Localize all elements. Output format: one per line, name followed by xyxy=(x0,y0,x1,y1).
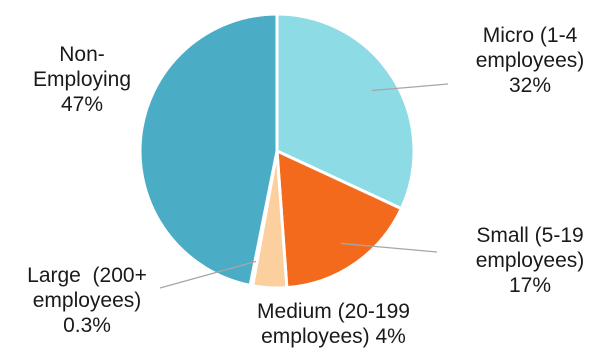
label-small-value: 17% xyxy=(508,274,552,297)
leader-line-small xyxy=(340,242,438,253)
pie-slices xyxy=(138,12,416,290)
leader-line-micro xyxy=(371,83,449,92)
label-large: Large (200+ employees) 0.3% xyxy=(2,263,172,338)
label-non-employing-line-2: Employing xyxy=(32,68,132,91)
label-micro: Micro (1-4 employees) 32% xyxy=(450,23,610,98)
pie-slice-small xyxy=(275,149,403,290)
label-large-line-1: Large (200+ xyxy=(27,264,147,287)
label-non-employing-value: 47% xyxy=(60,93,104,116)
label-small-line-1: Small (5-19 xyxy=(476,224,584,247)
label-large-line-2: employees) xyxy=(32,289,142,312)
label-large-value: 0.3% xyxy=(63,314,111,337)
label-medium-line-2: employees) 4% xyxy=(261,325,406,348)
label-small: Small (5-19 employees) 17% xyxy=(450,223,610,298)
pie-slice-non-employing xyxy=(138,12,279,287)
label-medium: Medium (20-199 employees) 4% xyxy=(226,299,441,349)
label-small-line-2: employees) xyxy=(475,249,585,272)
leader-lines xyxy=(159,83,449,289)
leader-line-large xyxy=(159,260,257,289)
label-non-employing-line-1: Non- xyxy=(59,43,105,66)
label-medium-line-1: Medium (20-199 xyxy=(257,300,410,323)
label-non-employing: Non- Employing 47% xyxy=(17,42,147,117)
pie-slice-micro xyxy=(275,12,416,211)
label-micro-value: 32% xyxy=(508,74,552,97)
label-micro-line-2: employees) xyxy=(475,49,585,72)
label-micro-line-1: Micro (1-4 xyxy=(482,24,578,47)
